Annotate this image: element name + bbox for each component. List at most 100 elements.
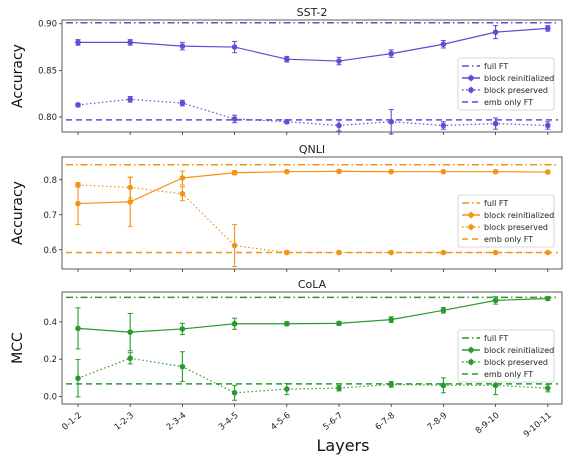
series-line-block-preserved [77,184,548,254]
data-point [75,39,81,46]
legend-box [457,194,555,248]
legend-label: block preserved [484,358,548,367]
data-point [440,168,447,175]
y-axis-label: MCC [10,332,26,364]
data-point [127,96,133,103]
x-tick-label: 4-5-6 [269,411,293,433]
series-line-block-reinitialized [77,170,548,205]
data-point [440,41,447,48]
y-tick-label: 0.6 [43,246,57,256]
data-point [231,320,238,327]
legend-label: full FT [484,334,508,343]
data-point [545,122,551,129]
legend-label: emb only FT [484,235,533,244]
data-point [336,249,342,256]
data-point [231,169,238,176]
x-tick-label: 6-7-8 [374,411,398,433]
y-tick-label: 0.80 [38,113,57,123]
legend-box [457,329,555,383]
data-point [75,200,81,207]
data-point [127,355,133,362]
legend-label: emb only FT [484,98,533,107]
x-tick-label: 2-3-4 [165,411,189,433]
data-point [388,249,395,256]
data-point [179,190,186,197]
data-point [545,169,551,175]
chart-title: CoLA [298,278,327,291]
data-point [75,325,81,332]
data-point [284,56,290,62]
data-point [440,122,447,129]
chart-panel-0: SST-2 Accuracy 0.80 0.85 0.90 full FT block re… [10,6,563,135]
data-point [231,390,238,396]
data-point [284,249,290,256]
data-point [440,249,447,256]
data-point [388,381,395,388]
data-point [127,199,133,205]
x-tick-label: 3-4-5 [217,411,241,433]
x-tick-label: 1-2-3 [113,411,137,433]
chart-panel-1: QNLI Accuracy 0.6 0.7 0.8 full FT block reinit… [10,143,563,272]
data-point [179,100,186,106]
legend-label: block reinitialized [484,211,554,220]
data-point [388,316,395,323]
data-point [336,385,342,391]
legend-label: block reinitialized [484,346,554,355]
data-point [492,29,499,35]
data-point [284,386,290,392]
legend-label: emb only FT [484,370,533,379]
x-tick-label: 8-9-10 [474,411,502,437]
data-point [545,249,551,256]
data-point [492,168,499,175]
data-point [179,175,186,181]
data-point [179,326,186,332]
data-point [179,43,186,49]
legend-label: block reinitialized [484,74,554,83]
y-axis-label: Accuracy [10,44,26,108]
legend-label: block preserved [484,223,548,232]
x-tick-label: 9-10-11 [522,411,554,440]
data-point [127,184,133,191]
legend-label: full FT [484,199,508,208]
legend-label: full FT [484,62,508,71]
y-tick-label: 0.90 [38,20,57,30]
data-point [75,375,81,382]
data-point [336,122,342,129]
data-point [545,385,551,391]
data-point [492,382,499,389]
y-tick-label: 0.8 [43,176,57,186]
data-point [75,102,81,108]
data-point [492,297,499,304]
data-point [179,363,186,370]
chart-panel-2: CoLA MCC 0.0 0.2 0.4 0-1-2 1-2-3 2-3-4 3-4-5 4-5-… [10,278,563,440]
data-point [492,249,499,256]
data-point [127,39,133,46]
x-tick-label: 5-6-7 [321,411,345,433]
data-point [231,116,238,122]
data-point [231,242,238,249]
data-point [388,50,395,57]
data-point [284,320,290,327]
data-point [492,120,499,127]
data-point [284,168,290,175]
data-point [127,329,133,335]
data-point [336,168,342,175]
data-point [75,182,81,188]
data-point [388,118,395,125]
x-tick-label: 0-1-2 [60,411,84,433]
data-point [545,295,551,302]
chart-title: QNLI [299,143,325,156]
legend-box [457,57,555,111]
data-point [336,58,342,64]
chart-title: SST-2 [297,6,328,19]
y-tick-label: 0.2 [43,355,57,365]
data-point [284,118,290,125]
y-tick-label: 0.0 [43,393,57,403]
data-point [231,44,238,50]
legend-label: block preserved [484,86,548,95]
series-line-block-reinitialized [78,27,548,62]
data-point [545,25,551,32]
x-axis-label: Layers [317,436,370,455]
data-point [388,168,395,175]
